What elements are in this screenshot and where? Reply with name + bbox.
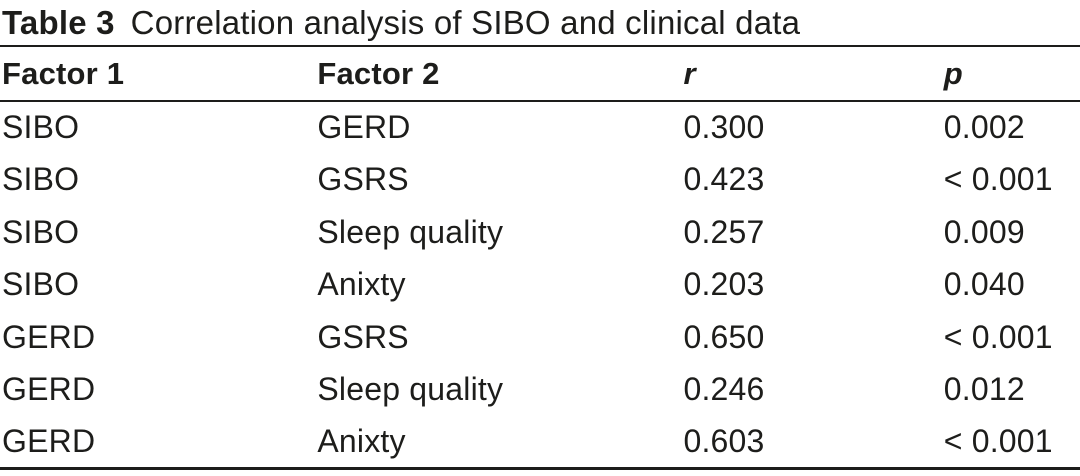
col-header-factor-1: Factor 1	[0, 47, 316, 102]
table-row: SIBO GERD 0.300 0.002	[0, 101, 1080, 154]
cell-factor-2: Anixty	[317, 266, 406, 303]
table-label: Table 3	[2, 4, 115, 41]
table-row: SIBO Sleep quality 0.257 0.009	[0, 206, 1080, 259]
header-row: Factor 1 Factor 2 r p	[0, 47, 1080, 102]
cell-r-value: 0.300	[683, 109, 765, 146]
cell-r-value: 0.257	[683, 213, 765, 250]
col-header-p: p	[941, 47, 1080, 102]
cell-r-value: 0.246	[683, 371, 765, 408]
cell-r-value: 0.603	[681, 416, 942, 470]
cell-p-value: 0.002	[943, 109, 1025, 146]
correlation-table: Factor 1 Factor 2 r p SIBO GERD 0.300 0.…	[0, 47, 1080, 470]
cell-factor-2: Anixty	[315, 416, 682, 470]
col-header-factor-2: Factor 2	[315, 47, 682, 102]
cell-factor-2: GSRS	[317, 161, 409, 198]
table-row: GERD Sleep quality 0.246 0.012	[0, 364, 1080, 417]
cell-r-value: 0.650	[683, 318, 765, 355]
cell-r-value: 0.423	[683, 161, 765, 198]
cell-p-value: 0.040	[943, 266, 1025, 303]
table-row: SIBO Anixty 0.203 0.040	[0, 259, 1080, 312]
table-caption-text: Correlation analysis of SIBO and clinica…	[130, 4, 801, 41]
cell-p-value: < 0.001	[943, 161, 1053, 198]
cell-factor-1: GERD	[2, 371, 96, 408]
cell-factor-2: GERD	[317, 109, 411, 146]
cell-factor-1: GERD	[2, 318, 96, 355]
cell-factor-1: GERD	[0, 416, 316, 470]
cell-factor-2: GSRS	[317, 318, 409, 355]
cell-factor-1: SIBO	[2, 266, 80, 303]
cell-factor-2: Sleep quality	[317, 371, 504, 408]
cell-factor-2: Sleep quality	[317, 213, 504, 250]
table-caption: Table 3 Correlation analysis of SIBO and …	[0, 0, 1080, 47]
cell-factor-1: SIBO	[2, 213, 80, 250]
col-header-r: r	[681, 47, 942, 102]
cell-factor-1: SIBO	[2, 109, 80, 146]
cell-r-value: 0.203	[683, 266, 765, 303]
table-row: GERD Anixty 0.603 < 0.001	[0, 416, 1080, 470]
cell-p-value: 0.009	[943, 213, 1025, 250]
table-row: GERD GSRS 0.650 < 0.001	[0, 311, 1080, 364]
cell-p-value: 0.012	[943, 371, 1025, 408]
cell-factor-1: SIBO	[2, 161, 80, 198]
cell-p-value: < 0.001	[941, 416, 1080, 470]
table-row: SIBO GSRS 0.423 < 0.001	[0, 154, 1080, 207]
cell-p-value: < 0.001	[943, 318, 1053, 355]
